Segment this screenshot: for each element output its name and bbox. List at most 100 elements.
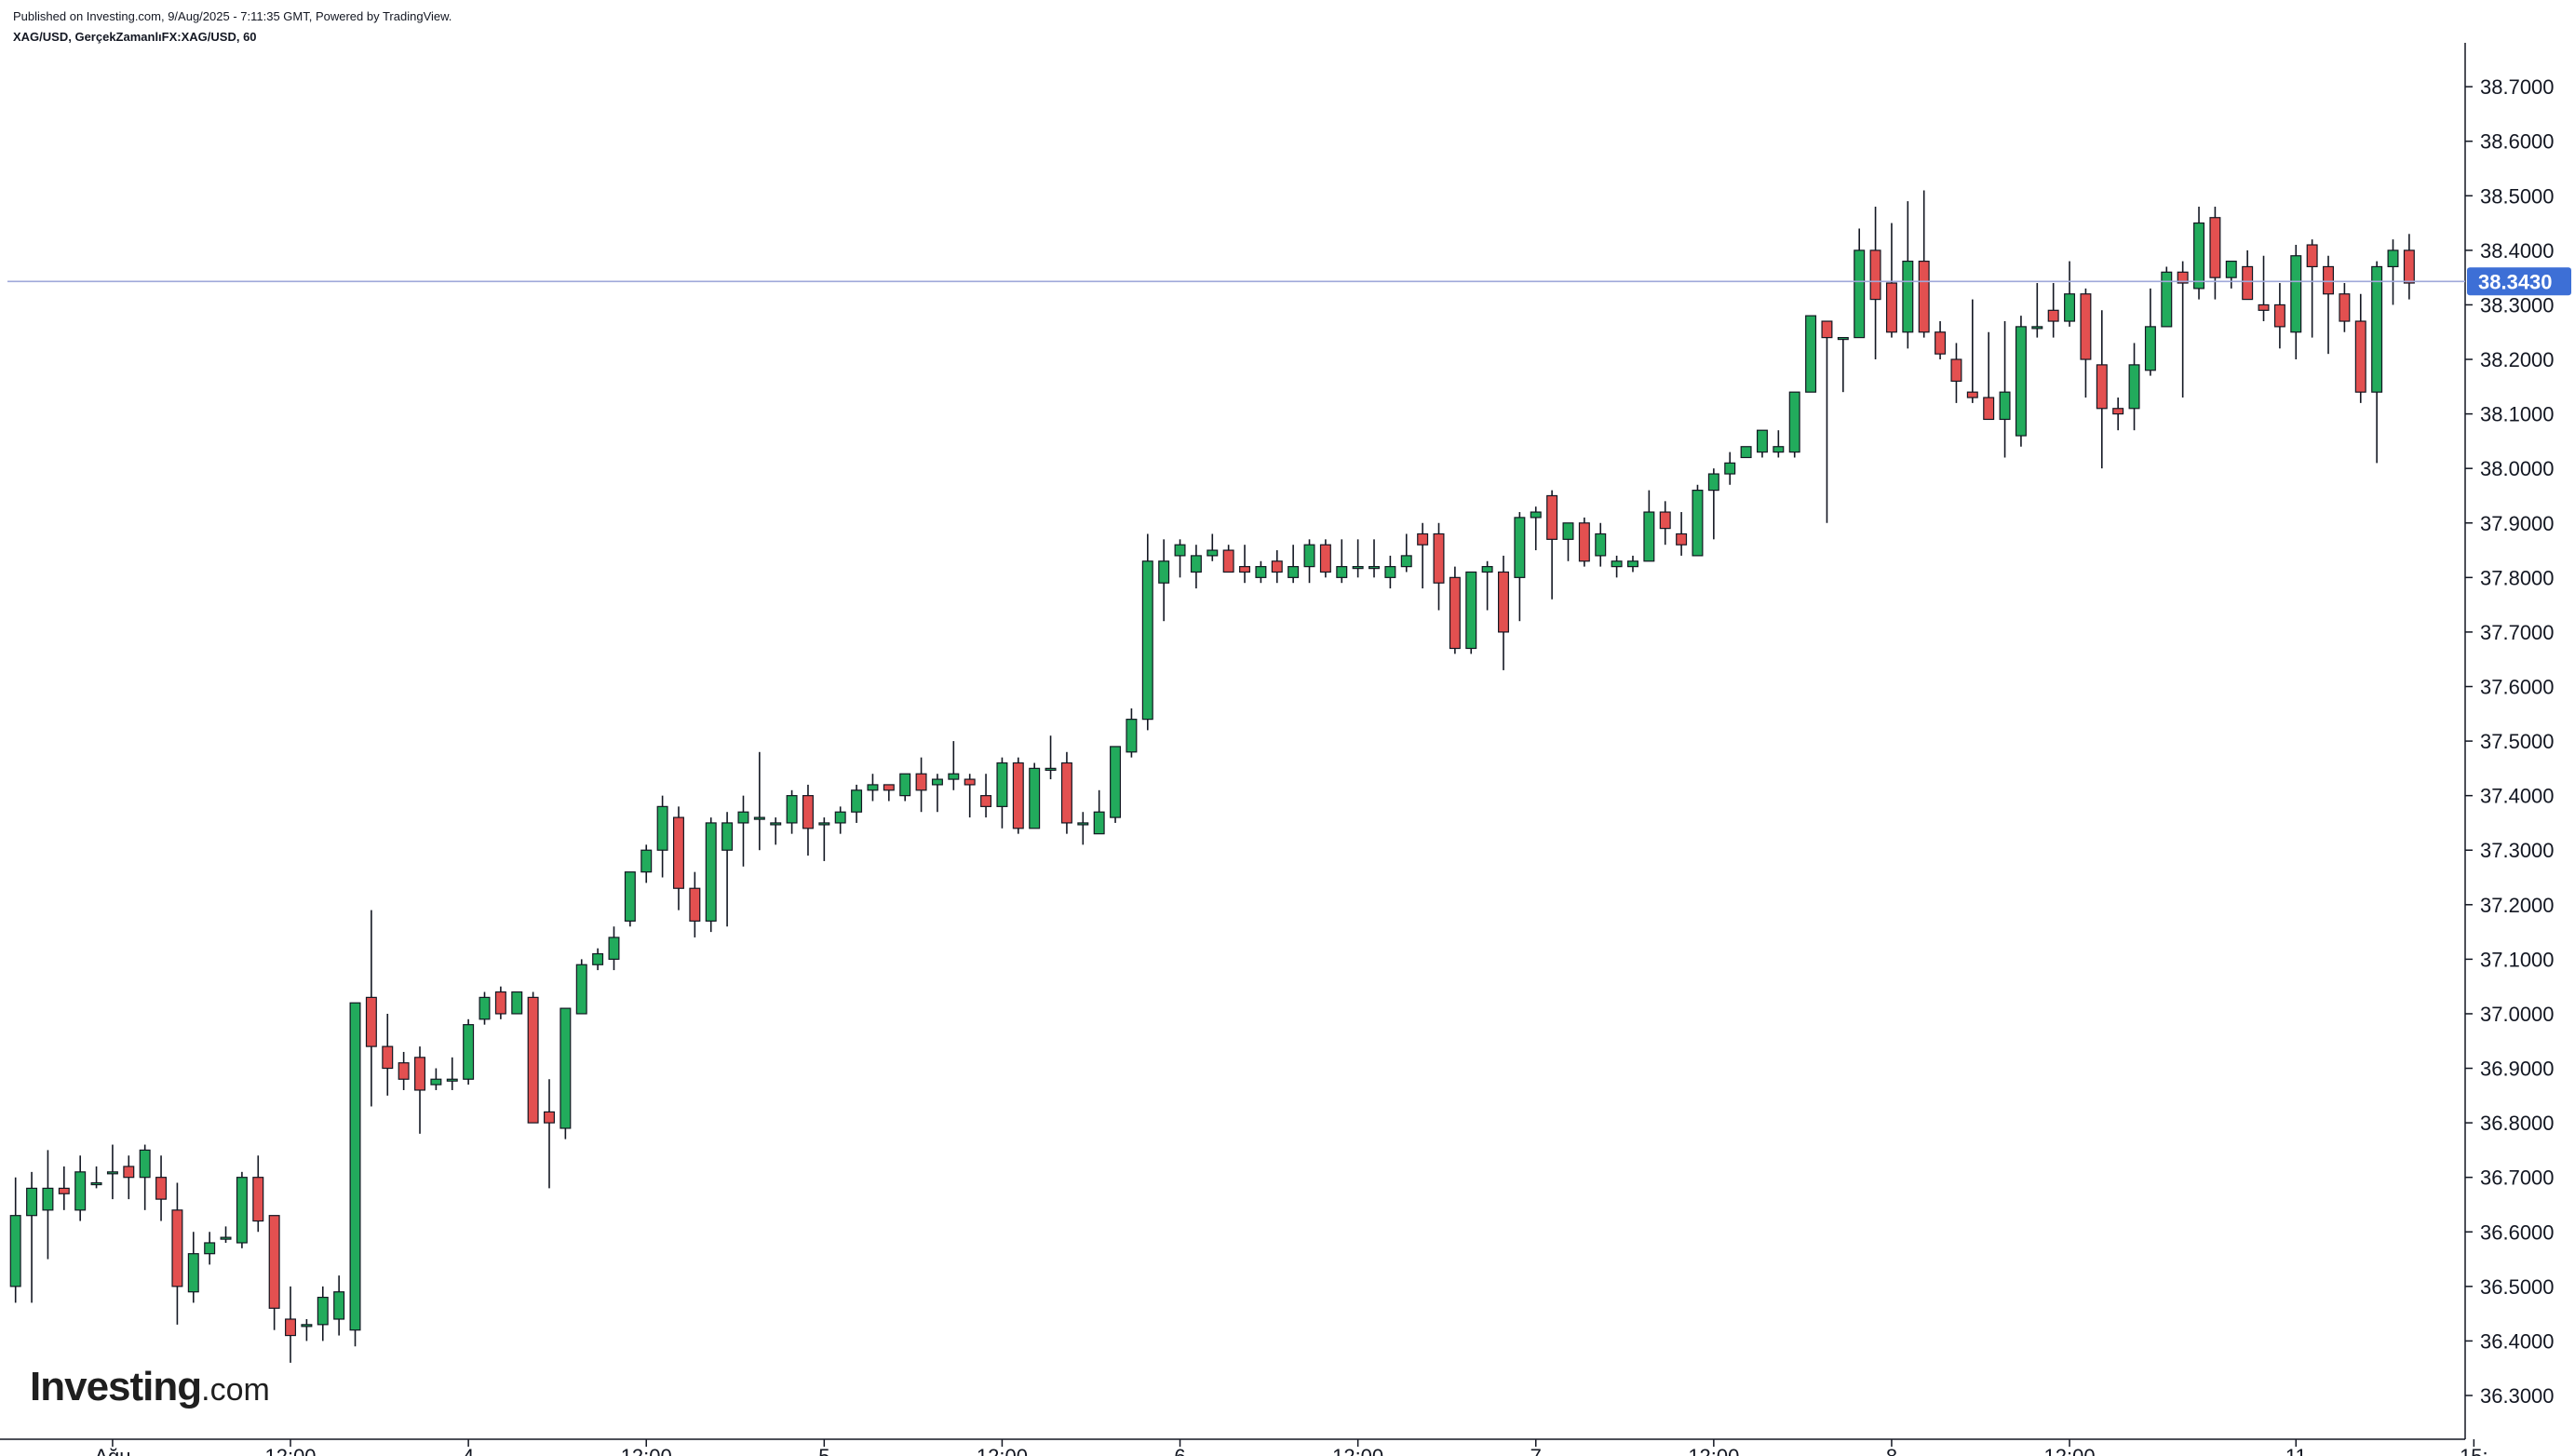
candle-body[interactable] — [2290, 255, 2302, 333]
candle-body[interactable] — [187, 1253, 199, 1293]
candle-body[interactable] — [204, 1242, 216, 1255]
candle-body[interactable] — [1676, 533, 1688, 546]
candle-body[interactable] — [1788, 391, 1800, 453]
candle-body[interactable] — [1207, 549, 1219, 557]
candle-body[interactable] — [463, 1024, 475, 1080]
candle-body[interactable] — [414, 1057, 425, 1091]
candle-body[interactable] — [705, 822, 717, 922]
candle-body[interactable] — [1174, 544, 1186, 557]
candle-body[interactable] — [58, 1187, 70, 1194]
candle-body[interactable] — [1756, 429, 1768, 453]
candle-body[interactable] — [818, 822, 830, 826]
candle-body[interactable] — [770, 822, 782, 826]
candle-body[interactable] — [1271, 560, 1283, 573]
candle-body[interactable] — [1141, 560, 1153, 721]
candle-body[interactable] — [398, 1062, 410, 1080]
candle-body[interactable] — [931, 778, 943, 786]
candle-body[interactable] — [494, 991, 506, 1015]
candle-body[interactable] — [592, 952, 604, 965]
candle-body[interactable] — [2258, 303, 2270, 311]
candle-body[interactable] — [1659, 511, 1671, 530]
candle-body[interactable] — [851, 789, 863, 813]
candle-body[interactable] — [1966, 391, 1978, 398]
candle-body[interactable] — [899, 773, 911, 797]
candle-body[interactable] — [382, 1045, 394, 1070]
candle-body[interactable] — [139, 1149, 151, 1179]
candle-body[interactable] — [527, 996, 539, 1124]
candle-body[interactable] — [2128, 364, 2140, 410]
candle-body[interactable] — [1626, 560, 1638, 568]
candle-body[interactable] — [2209, 217, 2221, 278]
candle-body[interactable] — [559, 1007, 572, 1129]
candle-body[interactable] — [753, 816, 765, 820]
candle-body[interactable] — [1288, 566, 1300, 578]
candle-body[interactable] — [1611, 560, 1623, 568]
candle-body[interactable] — [1805, 315, 1817, 393]
candle-body[interactable] — [2064, 293, 2076, 322]
candle-body[interactable] — [90, 1181, 102, 1186]
candle-body[interactable] — [1029, 767, 1041, 829]
candle-body[interactable] — [430, 1078, 442, 1085]
candle-body[interactable] — [1498, 571, 1509, 633]
candle-body[interactable] — [252, 1177, 264, 1222]
candle-body[interactable] — [721, 822, 734, 851]
candle-body[interactable] — [544, 1111, 555, 1124]
candle-body[interactable] — [1110, 746, 1122, 818]
candle-body[interactable] — [980, 795, 992, 807]
candle-body[interactable] — [2144, 326, 2156, 371]
candle-body[interactable] — [1255, 566, 1267, 578]
candle-body[interactable] — [2387, 249, 2399, 268]
candle-body[interactable] — [2161, 271, 2173, 328]
candle-body[interactable] — [2177, 271, 2189, 284]
candle-body[interactable] — [1045, 767, 1057, 771]
candle-body[interactable] — [155, 1177, 168, 1200]
candle-body[interactable] — [446, 1078, 458, 1082]
candle-body[interactable] — [171, 1209, 183, 1287]
candle-body[interactable] — [996, 762, 1008, 807]
candle-body[interactable] — [689, 887, 701, 922]
candle-body[interactable] — [1837, 337, 1849, 341]
candle-body[interactable] — [2015, 326, 2027, 437]
candle-body[interactable] — [1514, 517, 1526, 578]
candle-body[interactable] — [1707, 473, 1719, 492]
candle-body[interactable] — [2354, 320, 2366, 393]
candle-body[interactable] — [1077, 822, 1089, 826]
candle-body[interactable] — [1740, 446, 1752, 459]
candle-body[interactable] — [268, 1215, 280, 1309]
candle-body[interactable] — [834, 811, 846, 824]
candle-body[interactable] — [1481, 566, 1493, 573]
candle-body[interactable] — [1546, 494, 1558, 540]
candle-body[interactable] — [1854, 249, 1866, 339]
candle-body[interactable] — [333, 1291, 345, 1320]
candle-body[interactable] — [948, 773, 960, 780]
candle-body[interactable] — [1773, 446, 1785, 453]
candle-body[interactable] — [1400, 555, 1412, 568]
candle-body[interactable] — [2371, 265, 2383, 393]
candle-body[interactable] — [42, 1187, 54, 1211]
candle-body[interactable] — [2273, 303, 2285, 328]
candle-body[interactable] — [1368, 566, 1380, 570]
candle-body[interactable] — [1158, 560, 1170, 584]
candle-body[interactable] — [285, 1318, 297, 1337]
candle-body[interactable] — [1999, 391, 2011, 421]
candle-body[interactable] — [1562, 522, 1574, 540]
candle-body[interactable] — [2080, 293, 2092, 360]
candle-body[interactable] — [640, 849, 653, 873]
candle-body[interactable] — [1012, 762, 1024, 829]
candle-body[interactable] — [575, 964, 587, 1015]
candle-body[interactable] — [1433, 533, 1445, 584]
candle-body[interactable] — [236, 1177, 248, 1244]
candle-body[interactable] — [1902, 260, 1914, 333]
candle-body[interactable] — [2339, 293, 2351, 322]
candle-body[interactable] — [2403, 249, 2415, 284]
candle-body[interactable] — [867, 784, 879, 791]
candle-body[interactable] — [2323, 265, 2335, 295]
candle-body[interactable] — [1319, 544, 1331, 573]
candle-body[interactable] — [1336, 566, 1348, 578]
candle-body[interactable] — [883, 784, 895, 791]
candle-body[interactable] — [220, 1236, 232, 1240]
candle-body[interactable] — [317, 1296, 329, 1326]
candle-body[interactable] — [1060, 762, 1072, 824]
candle-body[interactable] — [1126, 719, 1138, 753]
